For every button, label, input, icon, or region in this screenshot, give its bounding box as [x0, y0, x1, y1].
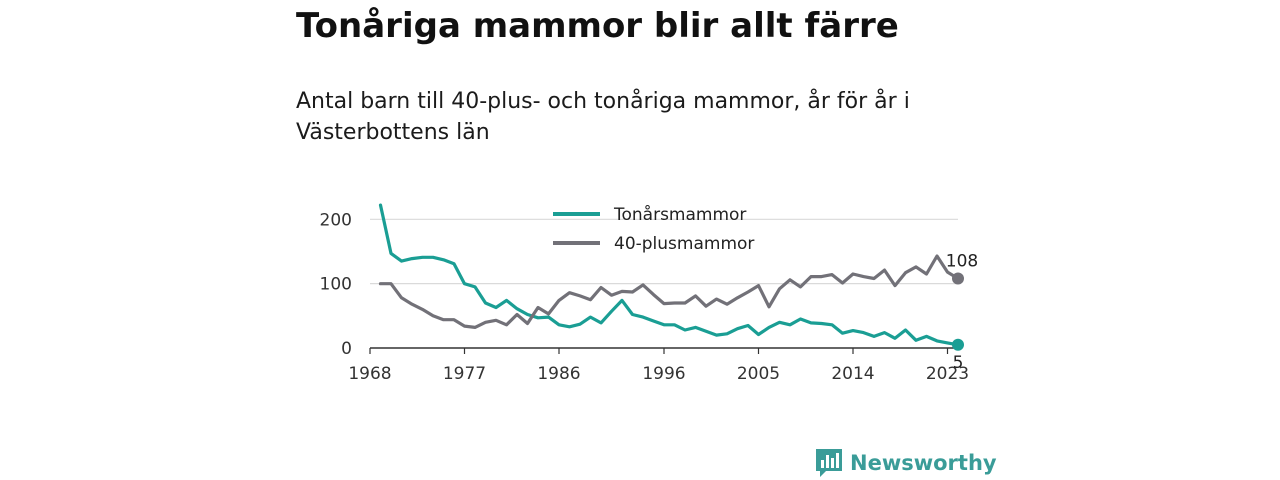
x-tick-label: 2014: [831, 364, 874, 384]
y-tick-label: 200: [320, 210, 352, 230]
chart-title: Tonåriga mammor blir allt färre: [296, 6, 899, 46]
series-end-point: [952, 272, 964, 285]
legend-label: Tonårsmammor: [613, 204, 746, 225]
x-tick-label: 2023: [926, 364, 969, 384]
brand-name: Newsworthy: [850, 451, 997, 475]
series-line-tonarsmammor: [378, 203, 960, 347]
end-label-tonarsmammor: 5: [953, 353, 964, 373]
series-end-point: [952, 338, 964, 351]
chart-subtitle: Antal barn till 40-plus- och tonåriga ma…: [296, 89, 910, 145]
y-axis-labels: 0 100 200: [320, 210, 352, 359]
x-tick-label: 1996: [642, 364, 685, 384]
end-labels: 5 108: [946, 252, 978, 373]
legend: Tonårsmammor 40-plusmammor: [553, 204, 754, 254]
end-label-40-plusmammor: 108: [946, 252, 978, 272]
bar-chart-bubble-icon: [816, 449, 842, 477]
series-lines: [378, 203, 964, 351]
x-tick-label: 1986: [537, 364, 580, 384]
x-tick-label: 1977: [443, 364, 486, 384]
x-tick-label: 2005: [737, 364, 780, 384]
x-tick-label: 1968: [348, 364, 391, 384]
y-tick-label: 100: [320, 275, 352, 295]
x-axis: 1968 1977 1986 1996 2005 2014 2023: [348, 347, 969, 384]
legend-label: 40-plusmammor: [614, 234, 754, 254]
brand-logo: Newsworthy: [814, 446, 997, 480]
y-tick-label: 0: [341, 339, 352, 359]
series-line-40-plusmammor: [378, 254, 960, 329]
